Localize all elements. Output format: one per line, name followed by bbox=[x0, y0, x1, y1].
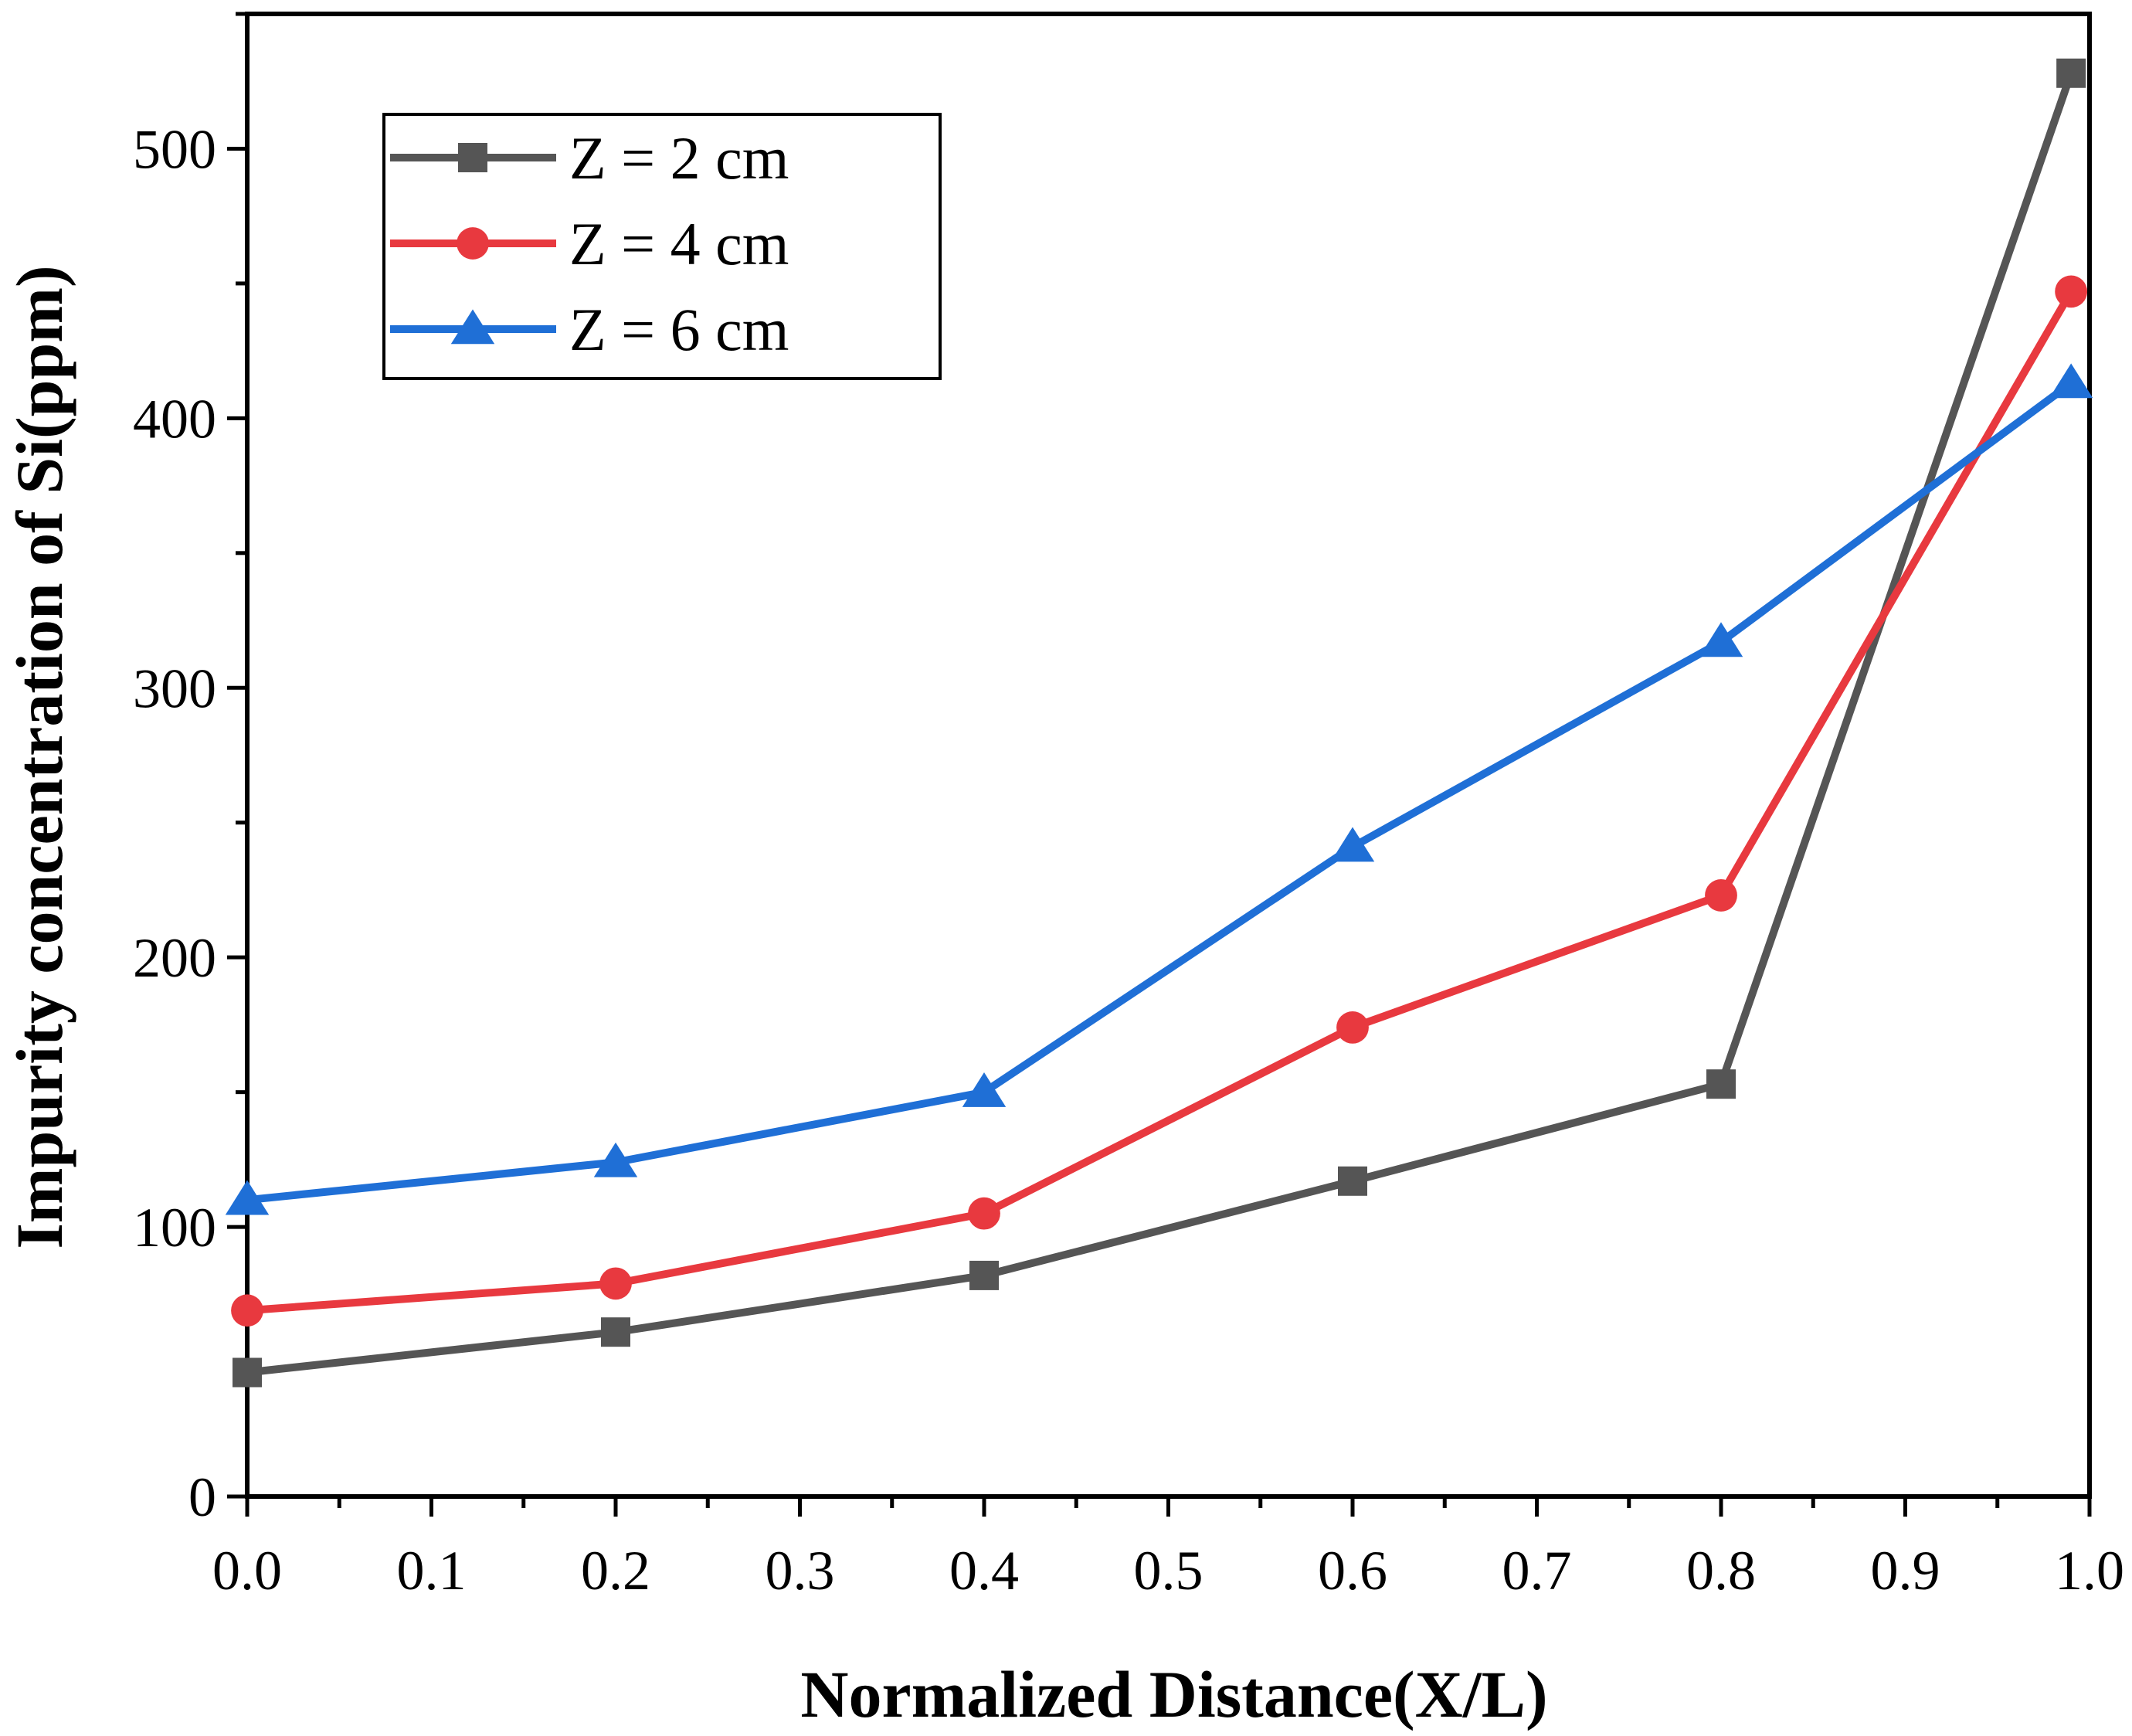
legend-entry: Z = 2 cm bbox=[390, 124, 789, 192]
x-tick-label: 0.0 bbox=[212, 1540, 282, 1602]
data-point bbox=[969, 1260, 999, 1290]
x-tick-label: 0.5 bbox=[1134, 1540, 1203, 1602]
y-tick-label: 300 bbox=[133, 657, 216, 719]
y-tick-label: 100 bbox=[133, 1197, 216, 1259]
data-point bbox=[601, 1317, 630, 1347]
legend-entry: Z = 6 cm bbox=[390, 296, 789, 363]
x-tick-label: 0.2 bbox=[581, 1540, 650, 1602]
data-point bbox=[231, 1294, 263, 1327]
x-tick-label: 0.8 bbox=[1686, 1540, 1756, 1602]
legend-label: Z = 6 cm bbox=[569, 296, 789, 363]
x-tick-label: 0.1 bbox=[397, 1540, 467, 1602]
data-point bbox=[2056, 58, 2086, 88]
data-point bbox=[1706, 1069, 1736, 1099]
data-point bbox=[599, 1267, 632, 1300]
data-point bbox=[1705, 879, 1737, 912]
legend-marker bbox=[450, 309, 495, 345]
legend-marker bbox=[458, 143, 487, 172]
series-line bbox=[246, 379, 2074, 1204]
x-tick-label: 0.7 bbox=[1502, 1540, 1572, 1602]
x-tick-label: 0.6 bbox=[1318, 1540, 1387, 1602]
x-tick-label: 1.0 bbox=[2055, 1540, 2124, 1602]
data-point bbox=[1336, 1011, 1369, 1044]
y-tick-label: 200 bbox=[133, 927, 216, 989]
data-point bbox=[2055, 275, 2088, 308]
x-tick-label: 0.4 bbox=[949, 1540, 1019, 1602]
series-z-2-cm bbox=[233, 58, 2086, 1388]
data-point bbox=[233, 1357, 262, 1388]
legend: Z = 2 cm Z = 4 cm Z = 6 cm bbox=[382, 113, 942, 380]
legend-marker bbox=[457, 227, 489, 260]
data-point bbox=[225, 1180, 270, 1215]
x-axis-title: Normalized Distance(X/L) bbox=[800, 1657, 1547, 1731]
data-point bbox=[962, 1072, 1007, 1107]
data-point bbox=[1338, 1166, 1367, 1196]
legend-entry: Z = 4 cm bbox=[390, 210, 789, 277]
y-tick-label: 500 bbox=[133, 118, 216, 180]
x-tick-label: 0.9 bbox=[1871, 1540, 1940, 1602]
data-point bbox=[593, 1142, 638, 1177]
series-line bbox=[246, 72, 2075, 1377]
x-tick-label: 0.3 bbox=[766, 1540, 835, 1602]
y-tick-label: 0 bbox=[188, 1466, 216, 1528]
data-point bbox=[2049, 363, 2093, 399]
data-point bbox=[968, 1197, 1000, 1230]
axes: 0.0 0.1 0.2 0.3 0.4 0.5 0.6 0.7 0.8 0.9 1.0 0 100 200… bbox=[133, 12, 2124, 1602]
series-z-4-cm bbox=[231, 275, 2088, 1327]
y-tick-label: 400 bbox=[133, 388, 216, 450]
series-z-6-cm bbox=[225, 363, 2093, 1215]
series-layer bbox=[225, 58, 2093, 1388]
data-point bbox=[1330, 827, 1375, 862]
y-axis-title: Impurity concentration of Si(ppm) bbox=[2, 265, 76, 1248]
data-point bbox=[1699, 622, 1743, 657]
legend-label: Z = 4 cm bbox=[569, 210, 789, 277]
legend-label: Z = 2 cm bbox=[569, 124, 789, 192]
series-line bbox=[246, 289, 2075, 1315]
